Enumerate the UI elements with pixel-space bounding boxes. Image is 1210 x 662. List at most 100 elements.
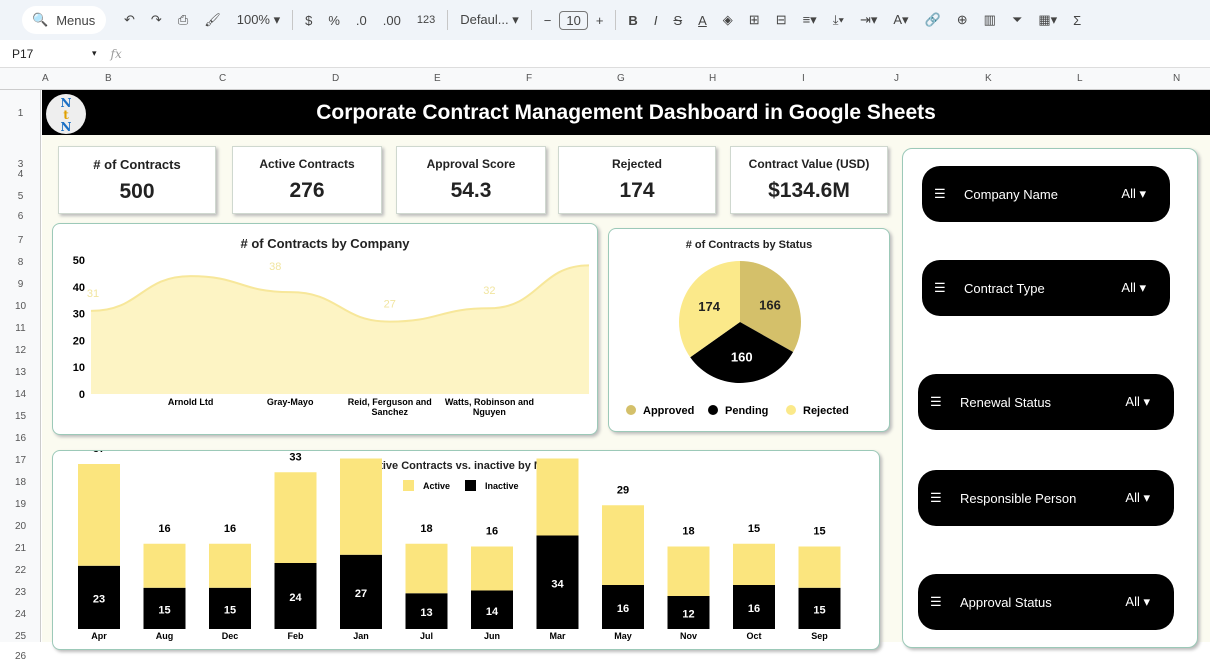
row-header[interactable]: 3: [17, 159, 24, 170]
status-chart-card[interactable]: # of Contracts by Status 166 160 174 Approv…: [608, 228, 890, 432]
company-chart-card[interactable]: # of Contracts by Company 0 10 20 30 40 50 Arn…: [52, 223, 598, 435]
name-box[interactable]: P17: [12, 46, 34, 61]
zoom-select[interactable]: 100% ▾: [236, 12, 281, 27]
row-header[interactable]: 6: [17, 211, 24, 222]
column-header[interactable]: J: [894, 73, 899, 84]
data-label: 32: [483, 285, 495, 297]
column-header[interactable]: F: [526, 73, 533, 84]
row-header[interactable]: 1: [17, 108, 24, 119]
monthly-chart-card[interactable]: Active Contracts vs. inactive by Month A…: [52, 450, 880, 650]
paint-format-icon[interactable]: 🖌: [204, 12, 221, 27]
percent-button[interactable]: %: [328, 12, 340, 28]
decrease-decimal-button[interactable]: .0: [355, 12, 367, 28]
borders-icon[interactable]: ⊞: [748, 12, 760, 27]
wrap-icon[interactable]: ⇥▾: [859, 12, 878, 27]
slicer-dropdown[interactable]: All ▾: [1121, 280, 1146, 295]
row-header[interactable]: 12: [14, 345, 27, 356]
font-size-increase[interactable]: +: [595, 12, 604, 28]
row-header[interactable]: 20: [14, 521, 27, 532]
pie-slice-pending: [690, 322, 794, 383]
row-header[interactable]: 19: [14, 499, 27, 510]
row-header[interactable]: 26: [14, 651, 27, 662]
bar-label-inactive: 15: [158, 604, 170, 616]
fx-icon: fx: [110, 46, 122, 61]
valign-icon[interactable]: ⤓▾: [832, 12, 844, 27]
slicer-dropdown[interactable]: All ▾: [1125, 594, 1150, 609]
menus-search[interactable]: 🔍 Menus: [22, 6, 106, 34]
print-icon[interactable]: ⎙: [177, 12, 189, 27]
slicer-dropdown[interactable]: All ▾: [1121, 186, 1146, 201]
column-header[interactable]: H: [709, 73, 717, 84]
x-tick-label: Oct: [746, 631, 761, 641]
link-icon[interactable]: 🔗: [924, 12, 941, 27]
bar-label-inactive: 24: [289, 592, 302, 604]
increase-decimal-button[interactable]: .00: [382, 12, 401, 28]
slicer-contract-type[interactable]: ☰ Contract Type All ▾: [922, 260, 1170, 316]
fill-color-icon[interactable]: ◈: [722, 12, 733, 27]
font-size-decrease[interactable]: −: [543, 12, 552, 28]
column-header[interactable]: L: [1077, 73, 1083, 84]
undo-icon[interactable]: ↶: [124, 12, 135, 27]
row-header[interactable]: 16: [14, 433, 27, 444]
row-header[interactable]: 5: [17, 191, 24, 202]
x-tick-label: Nov: [680, 631, 697, 641]
slicer-responsible-person[interactable]: ☰ Responsible Person All ▾: [918, 470, 1174, 526]
row-header[interactable]: 9: [17, 279, 24, 290]
row-header[interactable]: 13: [14, 367, 27, 378]
y-tick-label: 40: [73, 282, 85, 294]
row-header[interactable]: 10: [14, 301, 27, 312]
x-tick-label: Jan: [353, 631, 369, 641]
slicer-dropdown[interactable]: All ▾: [1125, 394, 1150, 409]
strikethrough-icon[interactable]: S: [673, 12, 683, 28]
row-header[interactable]: 8: [17, 257, 24, 268]
slicer-approval-status[interactable]: ☰ Approval Status All ▾: [918, 574, 1174, 630]
column-header[interactable]: I: [802, 73, 805, 84]
slicer-company-name[interactable]: ☰ Company Name All ▾: [922, 166, 1170, 222]
row-header[interactable]: 15: [14, 411, 27, 422]
column-header[interactable]: C: [219, 73, 227, 84]
chart-icon[interactable]: ▥: [983, 12, 996, 27]
column-header[interactable]: D: [332, 73, 340, 84]
font-select[interactable]: Defaul... ▾: [460, 12, 519, 27]
functions-icon[interactable]: Σ: [1073, 12, 1082, 28]
row-header[interactable]: 25: [14, 631, 27, 642]
column-header[interactable]: G: [617, 73, 625, 84]
italic-icon[interactable]: I: [653, 12, 658, 28]
font-size-input[interactable]: 10: [559, 10, 588, 30]
slicer-dropdown[interactable]: All ▾: [1125, 490, 1150, 505]
row-header[interactable]: 23: [14, 587, 27, 598]
bar-active: [405, 543, 448, 594]
column-header[interactable]: E: [434, 73, 441, 84]
row-header[interactable]: 24: [14, 609, 27, 620]
column-header[interactable]: A: [42, 73, 49, 84]
align-icon[interactable]: ≡▾: [802, 12, 817, 27]
data-label: 38: [269, 261, 281, 273]
row-header[interactable]: 22: [14, 565, 27, 576]
row-header[interactable]: 11: [15, 323, 26, 334]
column-header[interactable]: B: [105, 73, 112, 84]
currency-button[interactable]: $: [305, 12, 313, 28]
comment-icon[interactable]: ⊕: [956, 12, 968, 27]
merge-icon[interactable]: ⊟: [775, 12, 787, 27]
row-header[interactable]: 14: [14, 389, 27, 400]
rotate-icon[interactable]: A▾: [893, 12, 909, 27]
text-color-icon[interactable]: A: [698, 12, 707, 28]
row-header[interactable]: 18: [14, 477, 27, 488]
filter-icon[interactable]: ⏷: [1011, 12, 1023, 27]
row-header[interactable]: 17: [14, 455, 27, 466]
x-tick-label: Reid, Ferguson and Sanchez: [348, 397, 432, 417]
column-header[interactable]: K: [985, 73, 992, 84]
column-header[interactable]: N: [1173, 73, 1181, 84]
row-header[interactable]: 21: [14, 543, 27, 554]
table-icon[interactable]: ▦▾: [1038, 12, 1058, 27]
name-box-dropdown[interactable]: ▾: [92, 48, 97, 58]
more-formats-button[interactable]: 123: [416, 14, 436, 26]
slice-label: 166: [759, 297, 781, 312]
redo-icon[interactable]: ↷: [150, 12, 162, 27]
bold-icon[interactable]: B: [628, 12, 638, 28]
slicer-renewal-status[interactable]: ☰ Renewal Status All ▾: [918, 374, 1174, 430]
filter-icon: ☰: [930, 394, 942, 409]
row-header[interactable]: 4: [17, 169, 24, 180]
row-header[interactable]: 7: [17, 235, 24, 246]
y-tick-label: 20: [73, 335, 85, 347]
